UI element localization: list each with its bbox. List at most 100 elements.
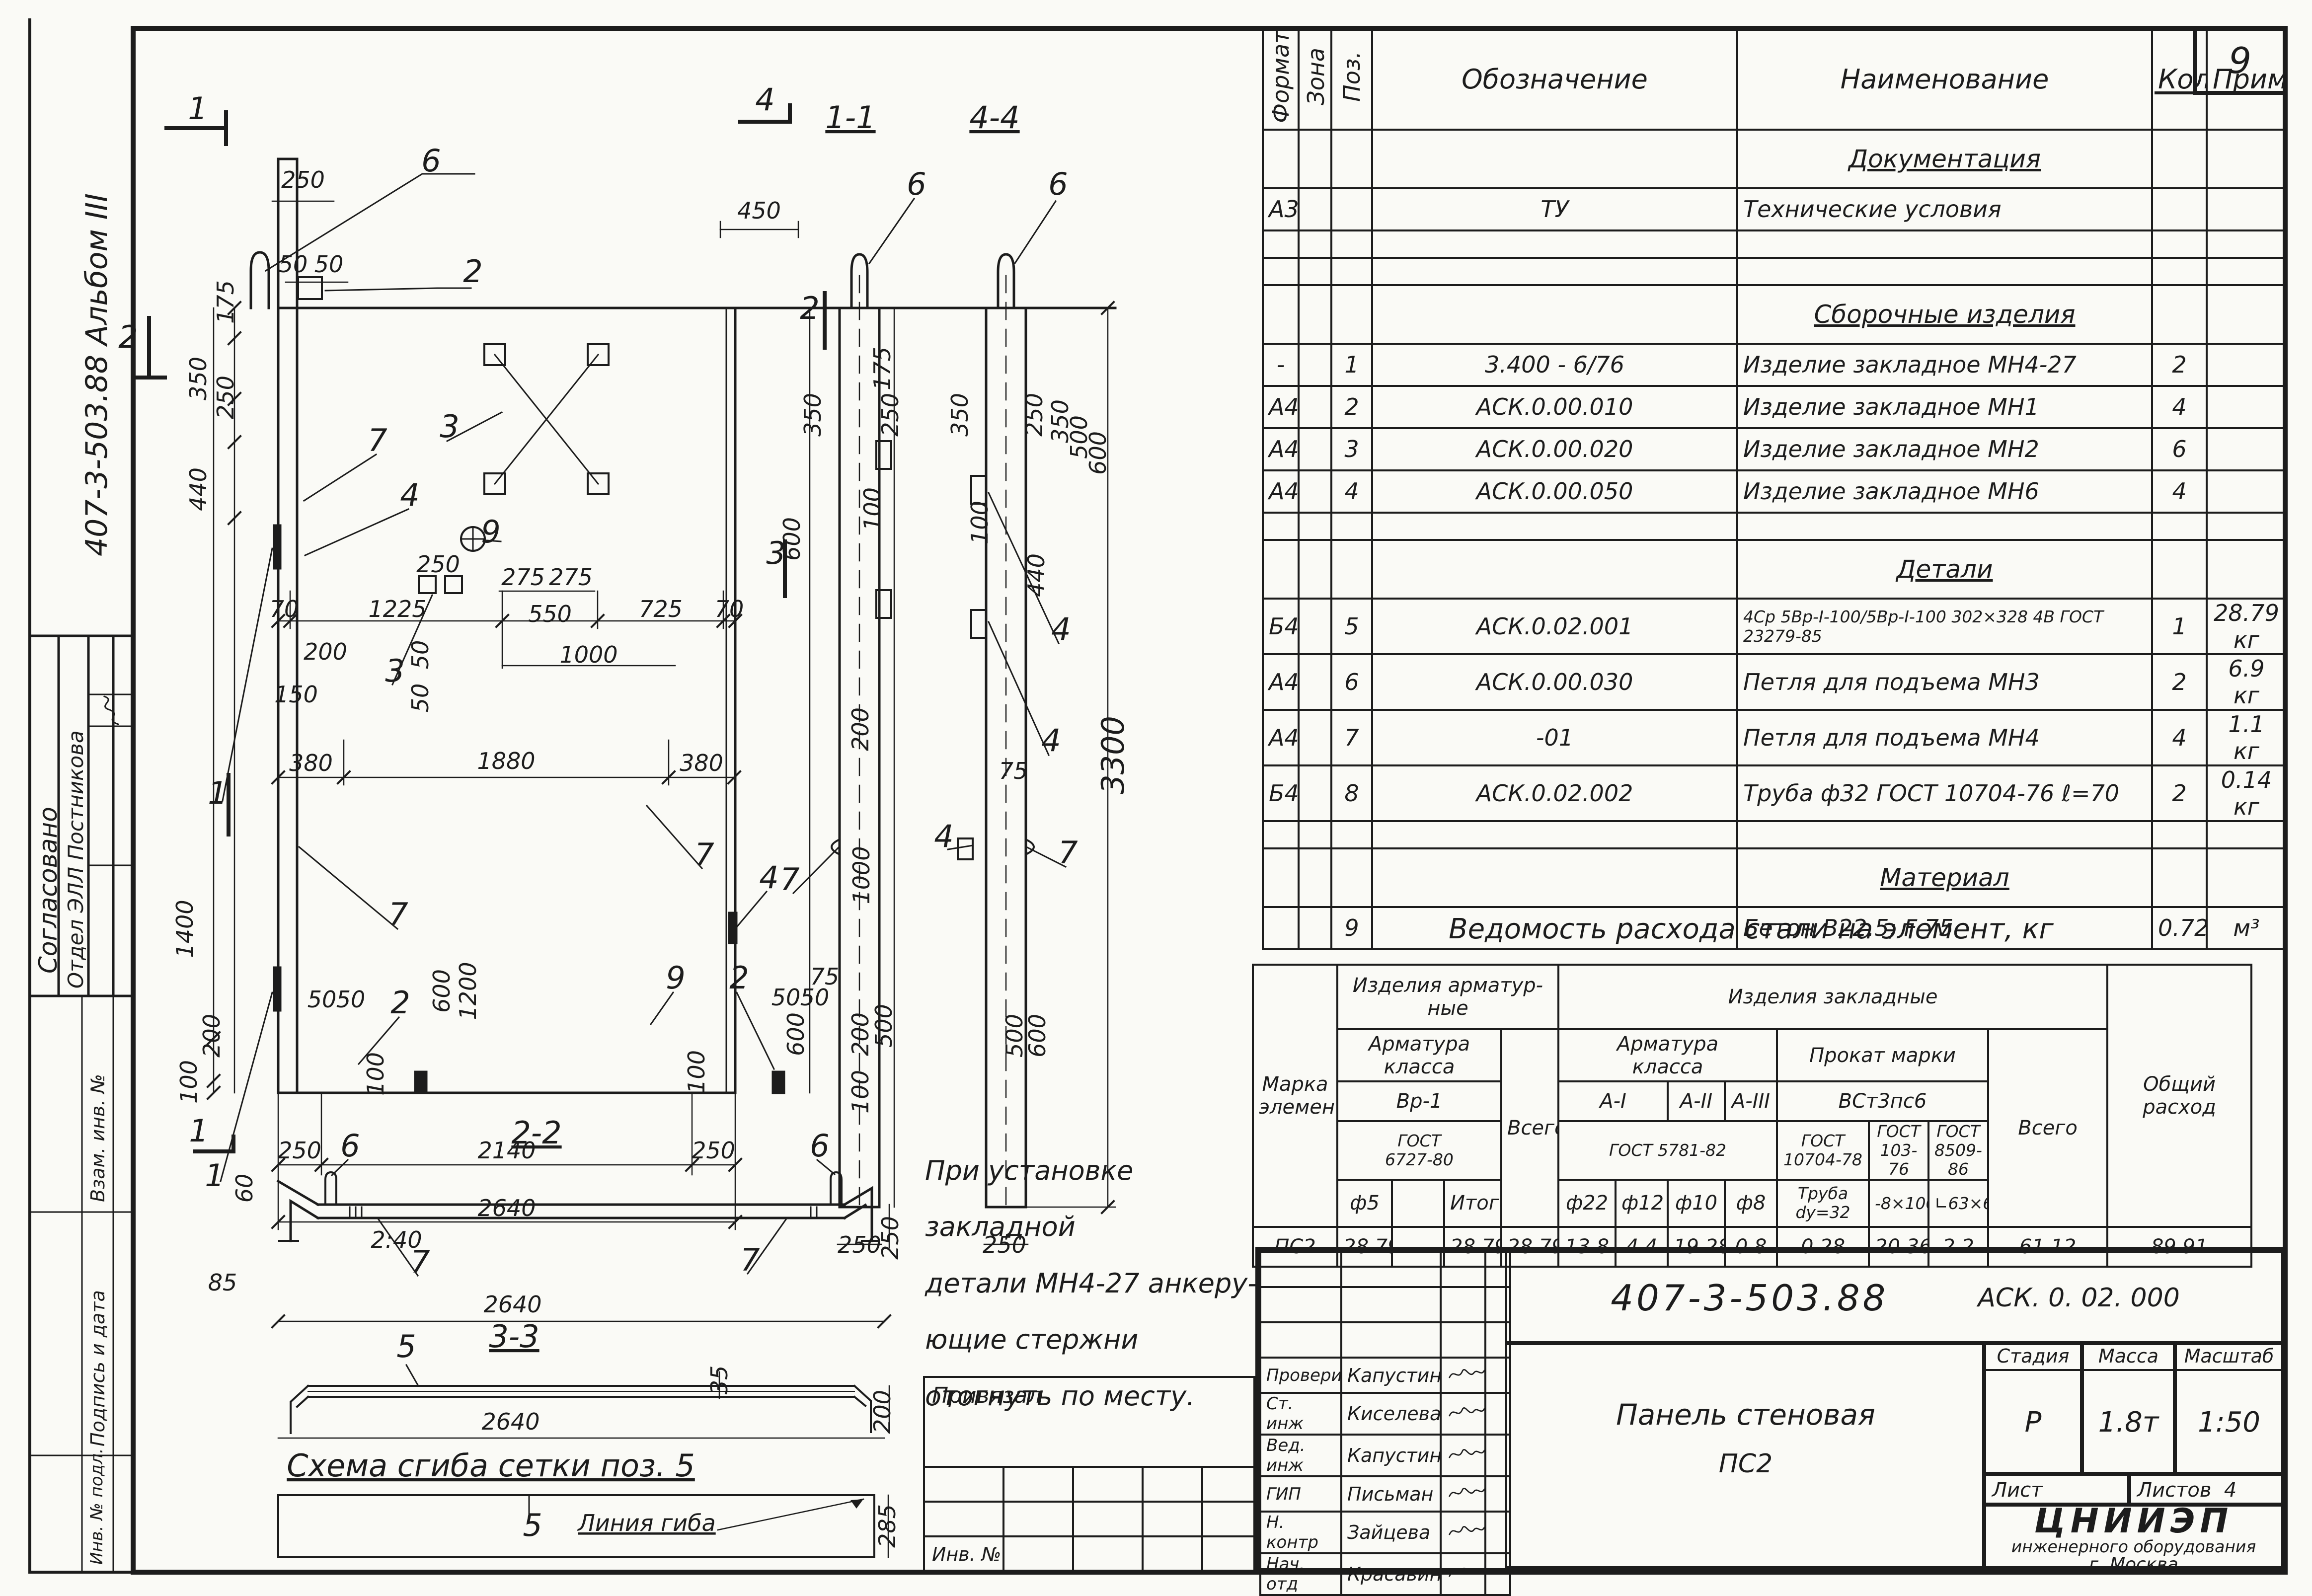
steel-h-a3: А-III	[1724, 1080, 1778, 1122]
spec-cell	[1298, 469, 1332, 514]
drawing-label: 3	[440, 408, 459, 445]
drawing-label: 4	[759, 859, 778, 896]
spec-cell: Петля для подъема МН4	[1736, 708, 2153, 766]
drawing-label: 7	[740, 1242, 760, 1278]
drawing-label: 70	[270, 596, 299, 622]
drawing-label: 175	[869, 347, 896, 390]
drawing-label: 600	[782, 1012, 809, 1056]
note-line: детали МН4-27 анкеру-	[925, 1267, 1257, 1299]
drawing-label: 2640	[483, 1291, 541, 1318]
spec-cell	[1371, 538, 1738, 600]
spec-cell	[1262, 820, 1300, 849]
drawing-label: 3-3	[489, 1318, 539, 1355]
drawing-label: 350	[1047, 399, 1074, 443]
steel-value: 0.28	[1776, 1225, 1870, 1268]
drawing-label: 1	[189, 1113, 208, 1149]
signature-name: Киселева	[1340, 1392, 1442, 1436]
spec-cell	[1371, 906, 1738, 950]
spec-cell	[1330, 511, 1373, 541]
drawing-label: 200	[847, 707, 874, 751]
spec-cell: А4	[1262, 708, 1300, 766]
drawing-label: 1	[188, 90, 207, 127]
spec-cell	[1262, 847, 1300, 908]
tied-grid-line	[1201, 1466, 1203, 1572]
drawing-label: 500	[1066, 415, 1092, 459]
drawing-label: 50	[771, 984, 801, 1011]
inventory-label: Инв. №	[923, 1535, 1255, 1572]
steel-h-d22: ф22	[1557, 1178, 1617, 1228]
spec-cell: А4	[1262, 384, 1300, 429]
drawing-label: 100	[175, 1060, 202, 1104]
spec-cell: 5	[1330, 597, 1373, 655]
spec-cell	[2151, 128, 2208, 189]
drawing-label: 250	[877, 393, 904, 437]
drawing-label: 380	[289, 750, 333, 776]
drawing-label: 2	[390, 985, 410, 1021]
drawing-label: 7	[368, 422, 387, 458]
spec-cell	[1371, 128, 1738, 189]
steel-h-itogo: Итого	[1443, 1178, 1502, 1228]
note-line: отогнуть по месту.	[925, 1380, 1195, 1412]
spec-cell	[2206, 511, 2287, 541]
spec-cell	[1298, 384, 1332, 429]
steel-h-d8: ф8	[1724, 1178, 1778, 1228]
drawing-label: 2:40	[371, 1226, 422, 1253]
spec-cell	[1298, 342, 1332, 387]
spec-header-name: Наименование	[1736, 28, 2153, 131]
drawing-label: 2	[463, 253, 482, 290]
drawing-label: 50	[308, 986, 337, 1013]
drawing-label: 380	[680, 750, 723, 776]
signature-row: Нач. отд Красавин	[1259, 1552, 1511, 1596]
spec-row-blank	[1262, 229, 2287, 259]
spec-cell	[1298, 597, 1332, 655]
spec-row-section: Сборочные изделия	[1262, 284, 2287, 345]
spec-cell: А3	[1262, 187, 1300, 231]
drawing-label: 2640	[481, 1408, 539, 1435]
margin-column	[28, 634, 135, 1574]
drawing-label: 2	[800, 290, 819, 326]
org-name: ЦНИИЭП	[2034, 1502, 2234, 1541]
signature-name: Зайцева	[1340, 1511, 1442, 1554]
specification-table: Формат Зона Поз. Обозначение Наименовани…	[1262, 28, 2287, 950]
signature-autograph	[1440, 1511, 1486, 1554]
panel-title-line1: Панель стеновая	[1616, 1398, 1875, 1432]
drawing-label: 350	[799, 393, 826, 437]
signature-row: Н. контр Зайцева	[1259, 1511, 1511, 1554]
steel-h-reinf-class: Арматура класса	[1336, 1028, 1502, 1082]
spec-cell: 4Ср 5Вр-I-100/5Вр-I-100 302×328 4В ГОСТ …	[1736, 597, 2153, 655]
spec-cell: А4	[1262, 469, 1300, 514]
drawing-label: 3	[385, 653, 404, 689]
margin-field-vzam: Взам. инв. №	[87, 1073, 109, 1202]
bend-scheme	[277, 1494, 889, 1558]
drawing-label: 600	[1084, 431, 1111, 475]
signature-row-blank	[1259, 1251, 1511, 1288]
sheets-label: Листов 4	[2127, 1472, 2285, 1507]
spec-section-title: Сборочные изделия	[1814, 300, 2076, 329]
drawing-label: 200	[869, 1390, 896, 1434]
signature-name: Капустин	[1340, 1434, 1442, 1477]
drawing-label: 250	[692, 1137, 735, 1164]
organization-cell: ЦНИИЭП инженерного оборудования г. Москв…	[1982, 1502, 2285, 1574]
spec-cell	[1330, 128, 1373, 189]
signature-role: Ст. инж	[1259, 1392, 1342, 1436]
drawing-label: 6	[421, 143, 441, 179]
drawing-label: 100	[683, 1050, 710, 1094]
spec-cell: 6	[1330, 653, 1373, 711]
spec-cell: АСК.0.00.020	[1371, 427, 1738, 471]
drawing-label: 4	[1051, 611, 1071, 647]
margin-field-inv: Инв. № подл.	[87, 1448, 107, 1565]
spec-cell	[2206, 820, 2287, 849]
spec-header-pos: Поз.	[1330, 28, 1373, 131]
drawing-label: 350	[185, 357, 212, 400]
spec-cell	[2206, 538, 2287, 600]
drawing-label: 3	[766, 535, 785, 571]
spec-cell	[1330, 538, 1373, 600]
drawing-label: 500	[870, 1004, 897, 1048]
spec-cell: 8	[1330, 764, 1373, 822]
doc-number-band: 407-3-503.88 АСК. 0. 02. 000	[1505, 1251, 2285, 1345]
drawing-label: 50	[800, 984, 830, 1011]
spec-cell	[1298, 764, 1332, 822]
drawing-label: 5	[523, 1507, 542, 1543]
drawing-label: 100	[847, 1070, 874, 1114]
spec-cell	[1298, 906, 1332, 950]
